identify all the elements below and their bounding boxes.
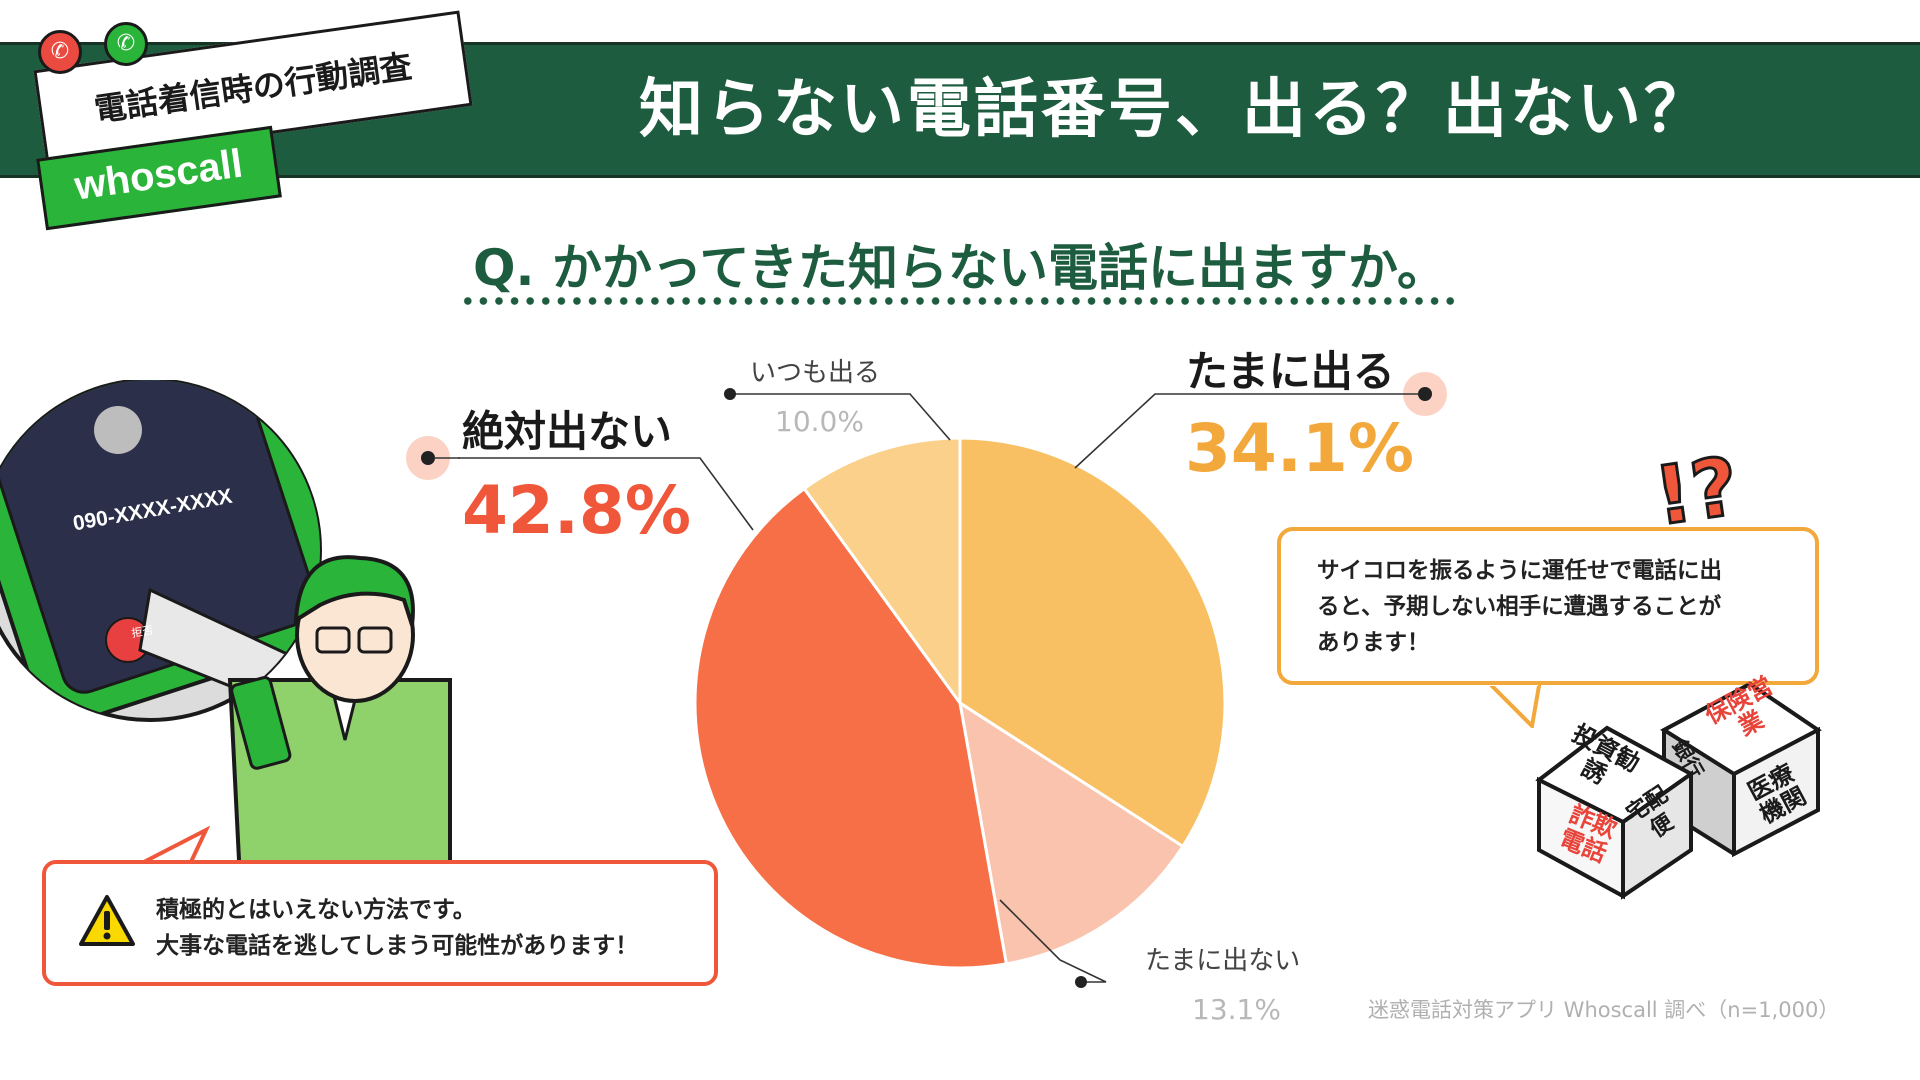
page-title: 知らない電話番号、出る？出ない？ bbox=[639, 73, 1711, 147]
caller-avatar-icon bbox=[94, 406, 142, 454]
slice-value-zettai: 42.8% bbox=[462, 472, 691, 549]
advice-line-1: サイコロを振るように運任せで電話に出 bbox=[1317, 558, 1723, 584]
leader-dot-tamani-denai bbox=[1075, 976, 1087, 988]
advice-line-3: あります！ bbox=[1317, 630, 1430, 656]
die-1-icon bbox=[1535, 725, 1695, 900]
person-hair bbox=[293, 555, 415, 626]
slice-value-tamani-deru: 34.1% bbox=[1185, 410, 1414, 487]
slice-label-tamani-deru: たまに出る bbox=[1186, 347, 1395, 396]
leader-line-zettai bbox=[458, 457, 754, 531]
leader-dot-tamani-deru bbox=[1418, 387, 1432, 401]
hangup-phone-icon: ✆ bbox=[38, 30, 82, 74]
leader-dot-zettai bbox=[421, 451, 435, 465]
warning-line-1: 積極的とはいえない方法です。 bbox=[156, 897, 476, 923]
slice-value-tamani-denai: 13.1% bbox=[1192, 993, 1281, 1026]
warning-bubble: 積極的とはいえない方法です。 大事な電話を逃してしまう可能性があります！ bbox=[42, 860, 718, 986]
slice-label-tamani-denai: たまに出ない bbox=[1145, 946, 1301, 976]
leader-line-tamani-deru bbox=[1074, 393, 1160, 469]
slice-value-itsumo: 10.0% bbox=[775, 405, 864, 438]
slice-zettai-denai bbox=[693, 486, 1009, 970]
leader-line-tamani-denai bbox=[999, 899, 1107, 983]
warning-icon bbox=[79, 895, 135, 946]
source-note: 迷惑電話対策アプリ Whoscall 調べ（n=1,000） bbox=[1368, 998, 1840, 1022]
warning-line-2: 大事な電話を逃してしまう可能性があります！ bbox=[156, 933, 639, 959]
dotted-divider bbox=[460, 297, 1458, 305]
answer-phone-icon: ✆ bbox=[104, 22, 148, 66]
advice-line-2: ると、予期しない相手に遭遇することが bbox=[1317, 594, 1722, 620]
slice-tamani-denai bbox=[957, 699, 1185, 966]
leader-line-itsumo bbox=[730, 393, 951, 441]
caller-illustration: 090-XXXX-XXXX 拒否 bbox=[0, 380, 452, 880]
question-heading: Q. かかってきた知らない電話に出ますか。 bbox=[473, 239, 1447, 297]
leader-dot-itsumo bbox=[724, 388, 736, 400]
leader-lines bbox=[458, 393, 1160, 983]
held-phone-icon bbox=[230, 676, 292, 770]
advice-bubble: サイコロを振るように運任せで電話に出 ると、予期しない相手に遭遇することが あり… bbox=[1277, 527, 1819, 685]
glasses-icon bbox=[315, 626, 351, 654]
decline-label: 拒否 bbox=[131, 623, 155, 640]
slice-label-itsumo: いつも出る bbox=[750, 358, 881, 388]
die-2-icon bbox=[1660, 681, 1822, 858]
slice-label-zettai: 絶対出ない bbox=[462, 407, 673, 456]
